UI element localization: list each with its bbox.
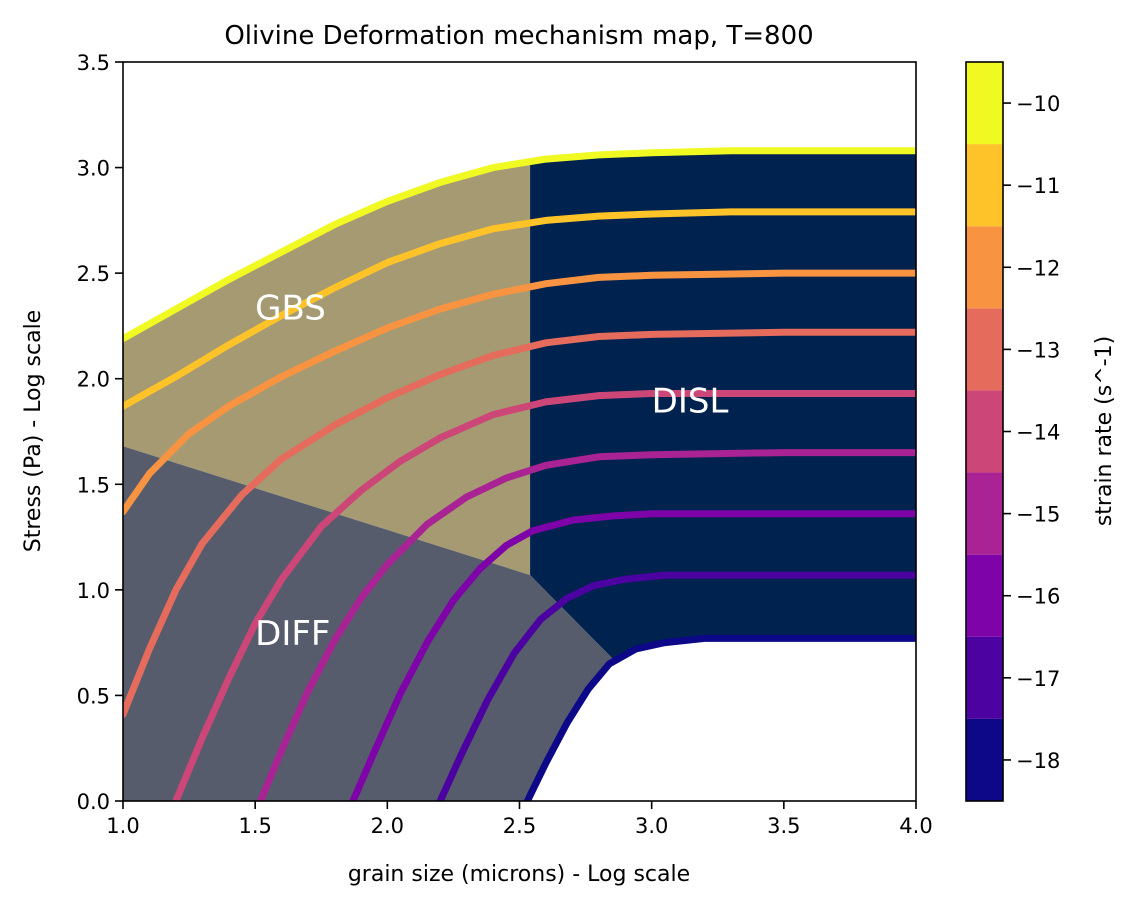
colorbar-tick-label: −17 bbox=[1016, 667, 1060, 691]
y-tick-label: 3.0 bbox=[77, 157, 110, 181]
strain-rate-line-14 bbox=[172, 390, 916, 801]
strain-rate-line-13 bbox=[123, 328, 916, 718]
x-tick-label: 3.0 bbox=[635, 814, 668, 838]
strain-rate-line-11 bbox=[123, 208, 916, 410]
colorbar-segment bbox=[966, 226, 1003, 309]
colorbar-segment bbox=[966, 636, 1003, 719]
strain-rate-line-17 bbox=[436, 571, 916, 801]
x-tick-label: 4.0 bbox=[899, 814, 932, 838]
y-tick-label: 2.0 bbox=[77, 368, 110, 392]
strain-rate-line-10 bbox=[123, 147, 916, 343]
x-axis-title: grain size (microns) - Log scale bbox=[348, 862, 690, 887]
colorbar-tick-label: −18 bbox=[1016, 749, 1060, 773]
colorbar-segment bbox=[966, 390, 1003, 473]
colorbar-tick-label: −11 bbox=[1016, 174, 1060, 198]
region-label-gbs: GBS bbox=[255, 289, 326, 329]
plot-area: GBS DISL DIFF bbox=[123, 147, 916, 801]
region-label-disl: DISL bbox=[652, 381, 729, 421]
y-tick-label: 1.5 bbox=[77, 473, 110, 497]
colorbar-tick-label: −15 bbox=[1016, 503, 1060, 527]
strain-rate-line-12 bbox=[123, 269, 916, 516]
y-tick-label: 2.5 bbox=[77, 262, 110, 286]
series-layer bbox=[123, 147, 916, 801]
chart-title: Olivine Deformation mechanism map, T=800 bbox=[224, 21, 813, 51]
x-tick-label: 1.5 bbox=[238, 814, 271, 838]
y-tick-label: 3.5 bbox=[77, 51, 110, 75]
colorbar-tick-label: −16 bbox=[1016, 585, 1060, 609]
region-diff bbox=[123, 446, 615, 801]
colorbar-segment bbox=[966, 62, 1003, 145]
colorbar-segment bbox=[966, 144, 1003, 227]
strain-rate-line-15 bbox=[257, 449, 916, 801]
colorbar-segment bbox=[966, 472, 1003, 555]
y-tick-label: 0.0 bbox=[77, 790, 110, 814]
colorbar-tick-label: −10 bbox=[1016, 92, 1060, 116]
y-axis: 0.0 0.5 1.0 1.5 2.0 2.5 3.0 3.5 bbox=[77, 51, 123, 814]
labels-layer: GBS DISL DIFF bbox=[255, 289, 728, 654]
x-tick-label: 1.0 bbox=[106, 814, 139, 838]
strain-rate-line-18 bbox=[523, 634, 916, 801]
colorbar-title: strain rate (s^-1) bbox=[1092, 336, 1117, 526]
x-tick-label: 2.0 bbox=[371, 814, 404, 838]
y-tick-label: 0.5 bbox=[77, 684, 110, 708]
strain-rate-line-16 bbox=[349, 510, 916, 801]
region-gbs bbox=[123, 161, 531, 576]
y-axis-title: Stress (Pa) - Log scale bbox=[21, 310, 46, 552]
y-tick-label: 1.0 bbox=[77, 579, 110, 603]
x-tick-label: 2.5 bbox=[503, 814, 536, 838]
colorbar: −10 −11 −12 −13 −14 −15 −16 −17 −18 bbox=[965, 61, 1060, 802]
x-tick-label: 3.5 bbox=[767, 814, 800, 838]
colorbar-tick-label: −12 bbox=[1016, 256, 1060, 280]
region-label-diff: DIFF bbox=[255, 614, 330, 654]
colorbar-segment bbox=[966, 554, 1003, 637]
colorbar-tick-label: −14 bbox=[1016, 421, 1060, 445]
x-axis: 1.0 1.5 2.0 2.5 3.0 3.5 4.0 bbox=[106, 801, 933, 838]
colorbar-segment bbox=[966, 718, 1003, 801]
colorbar-segment bbox=[966, 308, 1003, 391]
colorbar-tick-label: −13 bbox=[1016, 338, 1060, 362]
